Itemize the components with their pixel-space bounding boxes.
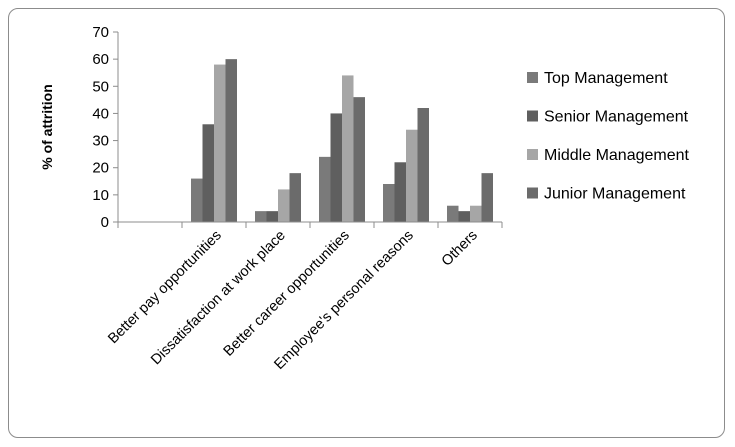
- y-axis: 0 10 20 30 40 50 60 70: [92, 24, 119, 231]
- legend-entry-label: Top Management: [544, 70, 668, 87]
- x-category-label: Dissatisfaction at work place: [148, 228, 289, 369]
- bar: [353, 97, 365, 222]
- y-tick-label: 10: [92, 187, 109, 204]
- legend-entry-label: Middle Management: [544, 147, 690, 164]
- y-tick-label: 70: [92, 24, 109, 41]
- x-category-label: Better career opportunities: [221, 228, 353, 360]
- bar: [319, 156, 331, 222]
- bar: [470, 205, 482, 222]
- legend-swatch: [527, 149, 538, 160]
- y-tick-label: 20: [92, 160, 109, 177]
- legend-swatch: [527, 187, 538, 199]
- y-tick-label: 0: [101, 214, 109, 231]
- bar: [289, 173, 301, 222]
- bar: [191, 178, 203, 222]
- bar: [406, 129, 418, 222]
- legend-entry-label: Junior Management: [544, 186, 686, 203]
- bar: [202, 124, 214, 222]
- legend-swatch: [527, 72, 538, 83]
- bar: [394, 162, 406, 222]
- x-axis: Better pay opportunitiesDissatisfaction …: [105, 221, 503, 373]
- bar: [458, 211, 470, 222]
- y-axis-label: % of attrition: [39, 84, 55, 170]
- legend: Top Management Senior Management Middle Ma…: [527, 70, 690, 203]
- x-category-label: Employee's personal reasons: [271, 228, 416, 373]
- bar: [342, 75, 354, 222]
- x-category-label: Others: [439, 228, 481, 270]
- bar: [255, 211, 267, 222]
- legend-entry-label: Senior Management: [544, 109, 689, 126]
- y-tick-label: 40: [92, 105, 109, 122]
- x-category-label: Better pay opportunities: [105, 228, 225, 348]
- y-tick-label: 50: [92, 78, 109, 95]
- bar: [225, 59, 237, 223]
- chart-frame: [8, 8, 725, 438]
- bar: [417, 108, 429, 222]
- bar: [383, 184, 395, 222]
- bar: [330, 113, 342, 222]
- y-tick-label: 30: [92, 133, 109, 150]
- bar: [214, 64, 226, 222]
- legend-swatch: [527, 110, 538, 122]
- bar: [266, 211, 278, 222]
- bar: [481, 173, 493, 222]
- bar: [447, 205, 459, 222]
- y-tick-label: 60: [92, 51, 109, 68]
- bar: [278, 189, 290, 222]
- bars: [191, 59, 493, 223]
